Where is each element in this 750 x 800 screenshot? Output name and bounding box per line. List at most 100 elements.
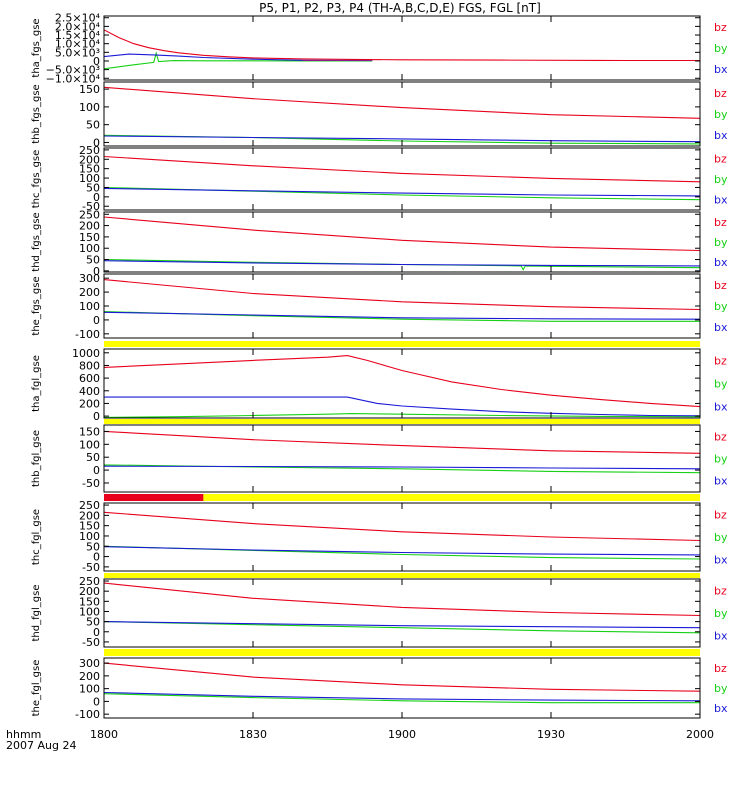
date-label: 2007 Aug 24 [6,739,76,752]
y-tick-label: 200 [79,220,100,233]
y-tick-label: 100 [79,530,100,543]
y-tick-label: 100 [79,101,100,114]
legend-bz: bz [714,87,727,100]
y-tick-label: 1.5×10⁴ [55,29,101,42]
legend-by: by [714,236,728,249]
y-tick-label: 0 [93,626,100,639]
panel-frame [103,657,701,719]
panel-ylabel: thc_fgs_gse [31,150,42,209]
y-tick-label: 1.0×10⁴ [55,38,101,51]
legend-bz: bz [714,585,727,598]
series-bx-line [104,135,700,143]
y-tick-label: 0 [93,191,100,204]
y-tick-label: 0 [93,55,100,68]
panels-group: 2.5×10⁴2.0×10⁴1.5×10⁴1.0×10⁴5.0×10³0−5.0… [31,12,728,741]
series-by-line [104,51,373,70]
y-tick-label: 200 [79,286,100,299]
y-tick-label: 5.0×10³ [55,46,100,59]
panel-tha_fgs_gse: 2.5×10⁴2.0×10⁴1.5×10⁴1.0×10⁴5.0×10³0−5.0… [31,12,728,86]
series-bz-line [104,279,700,311]
legend-by: by [714,42,728,55]
legend-bx: bx [714,629,728,642]
panel-thb_fgs_gse: 150 100 50 0 thb_fgs_gse bz by bx [31,81,728,149]
y-tick-label: 150 [79,520,100,533]
legend-by: by [714,378,728,391]
y-tick-label: 250 [79,499,100,512]
status-bar-yellow [104,573,700,578]
panel-ylabel: thb_fgl_gse [31,430,42,487]
y-tick-label: -50 [82,200,100,213]
series-by-line [104,693,700,704]
y-tick-label: 2.5×10⁴ [55,12,101,25]
panel-frame [103,147,701,211]
legend-bx: bx [714,475,728,488]
series-bx-line [104,465,700,470]
y-tick-label: 50 [86,616,100,629]
panel-frame [103,273,701,339]
panel-frame [103,578,701,648]
series-bz-line [104,511,700,542]
series-by-line [104,413,700,418]
panel-frame [103,348,701,419]
y-tick-label: 150 [79,231,100,244]
y-tick-label: 800 [79,359,100,372]
panel-ylabel: tha_fgl_gse [31,355,42,412]
panel-frame [103,15,701,81]
series-bx-line [104,691,700,702]
y-tick-label: 100 [79,605,100,618]
series-by-line [104,621,700,634]
y-tick-label: 150 [79,595,100,608]
panel-ylabel: thc_fgl_gse [31,509,42,565]
y-tick-label: -50 [82,636,100,649]
legend-bz: bz [714,21,727,34]
x-tick-label: 1930 [537,728,565,741]
y-tick-label: 400 [79,385,100,398]
series-bz-line [104,216,700,252]
panel-ylabel: the_fgs_gse [31,276,42,335]
y-tick-label: 100 [79,683,100,696]
status-bar-yellow [104,341,700,347]
legend-by: by [714,607,728,620]
y-tick-label: 200 [79,153,100,166]
y-tick-label: 1000 [72,347,100,360]
y-tick-label: -50 [82,561,100,574]
y-tick-label: 2.0×10⁴ [55,20,101,33]
y-tick-label: 600 [79,372,100,385]
panel-ylabel: the_fgl_gse [31,660,42,717]
series-by-line [104,311,700,322]
y-tick-label: 50 [86,181,100,194]
y-tick-label: 0 [93,314,100,327]
y-tick-label: 100 [79,438,100,451]
legend-bz: bz [714,355,727,368]
x-tick-label: 1830 [239,728,267,741]
legend-bz: bz [714,216,727,229]
y-tick-label: 100 [79,300,100,313]
y-tick-label: 150 [79,163,100,176]
x-axis-label: hhmm [6,728,41,741]
panel-frame [103,502,701,572]
y-tick-label: 50 [86,540,100,553]
legend-bx: bx [714,702,728,715]
legend-bx: bx [714,321,728,334]
y-tick-label: 50 [86,119,100,132]
y-tick-label: -50 [82,477,100,490]
panel-frame [103,424,701,493]
y-tick-label: -100 [75,328,100,341]
legend-bx: bx [714,193,728,206]
x-tick-label: 1800 [90,728,118,741]
legend-by: by [714,682,728,695]
series-bx-line [104,187,700,197]
y-tick-label: 50 [86,451,100,464]
y-tick-label: 200 [79,585,100,598]
y-tick-label: 300 [79,272,100,285]
y-tick-label: 200 [79,670,100,683]
x-tick-label: 2000 [686,728,714,741]
y-tick-label: −5.0×10³ [46,64,100,77]
